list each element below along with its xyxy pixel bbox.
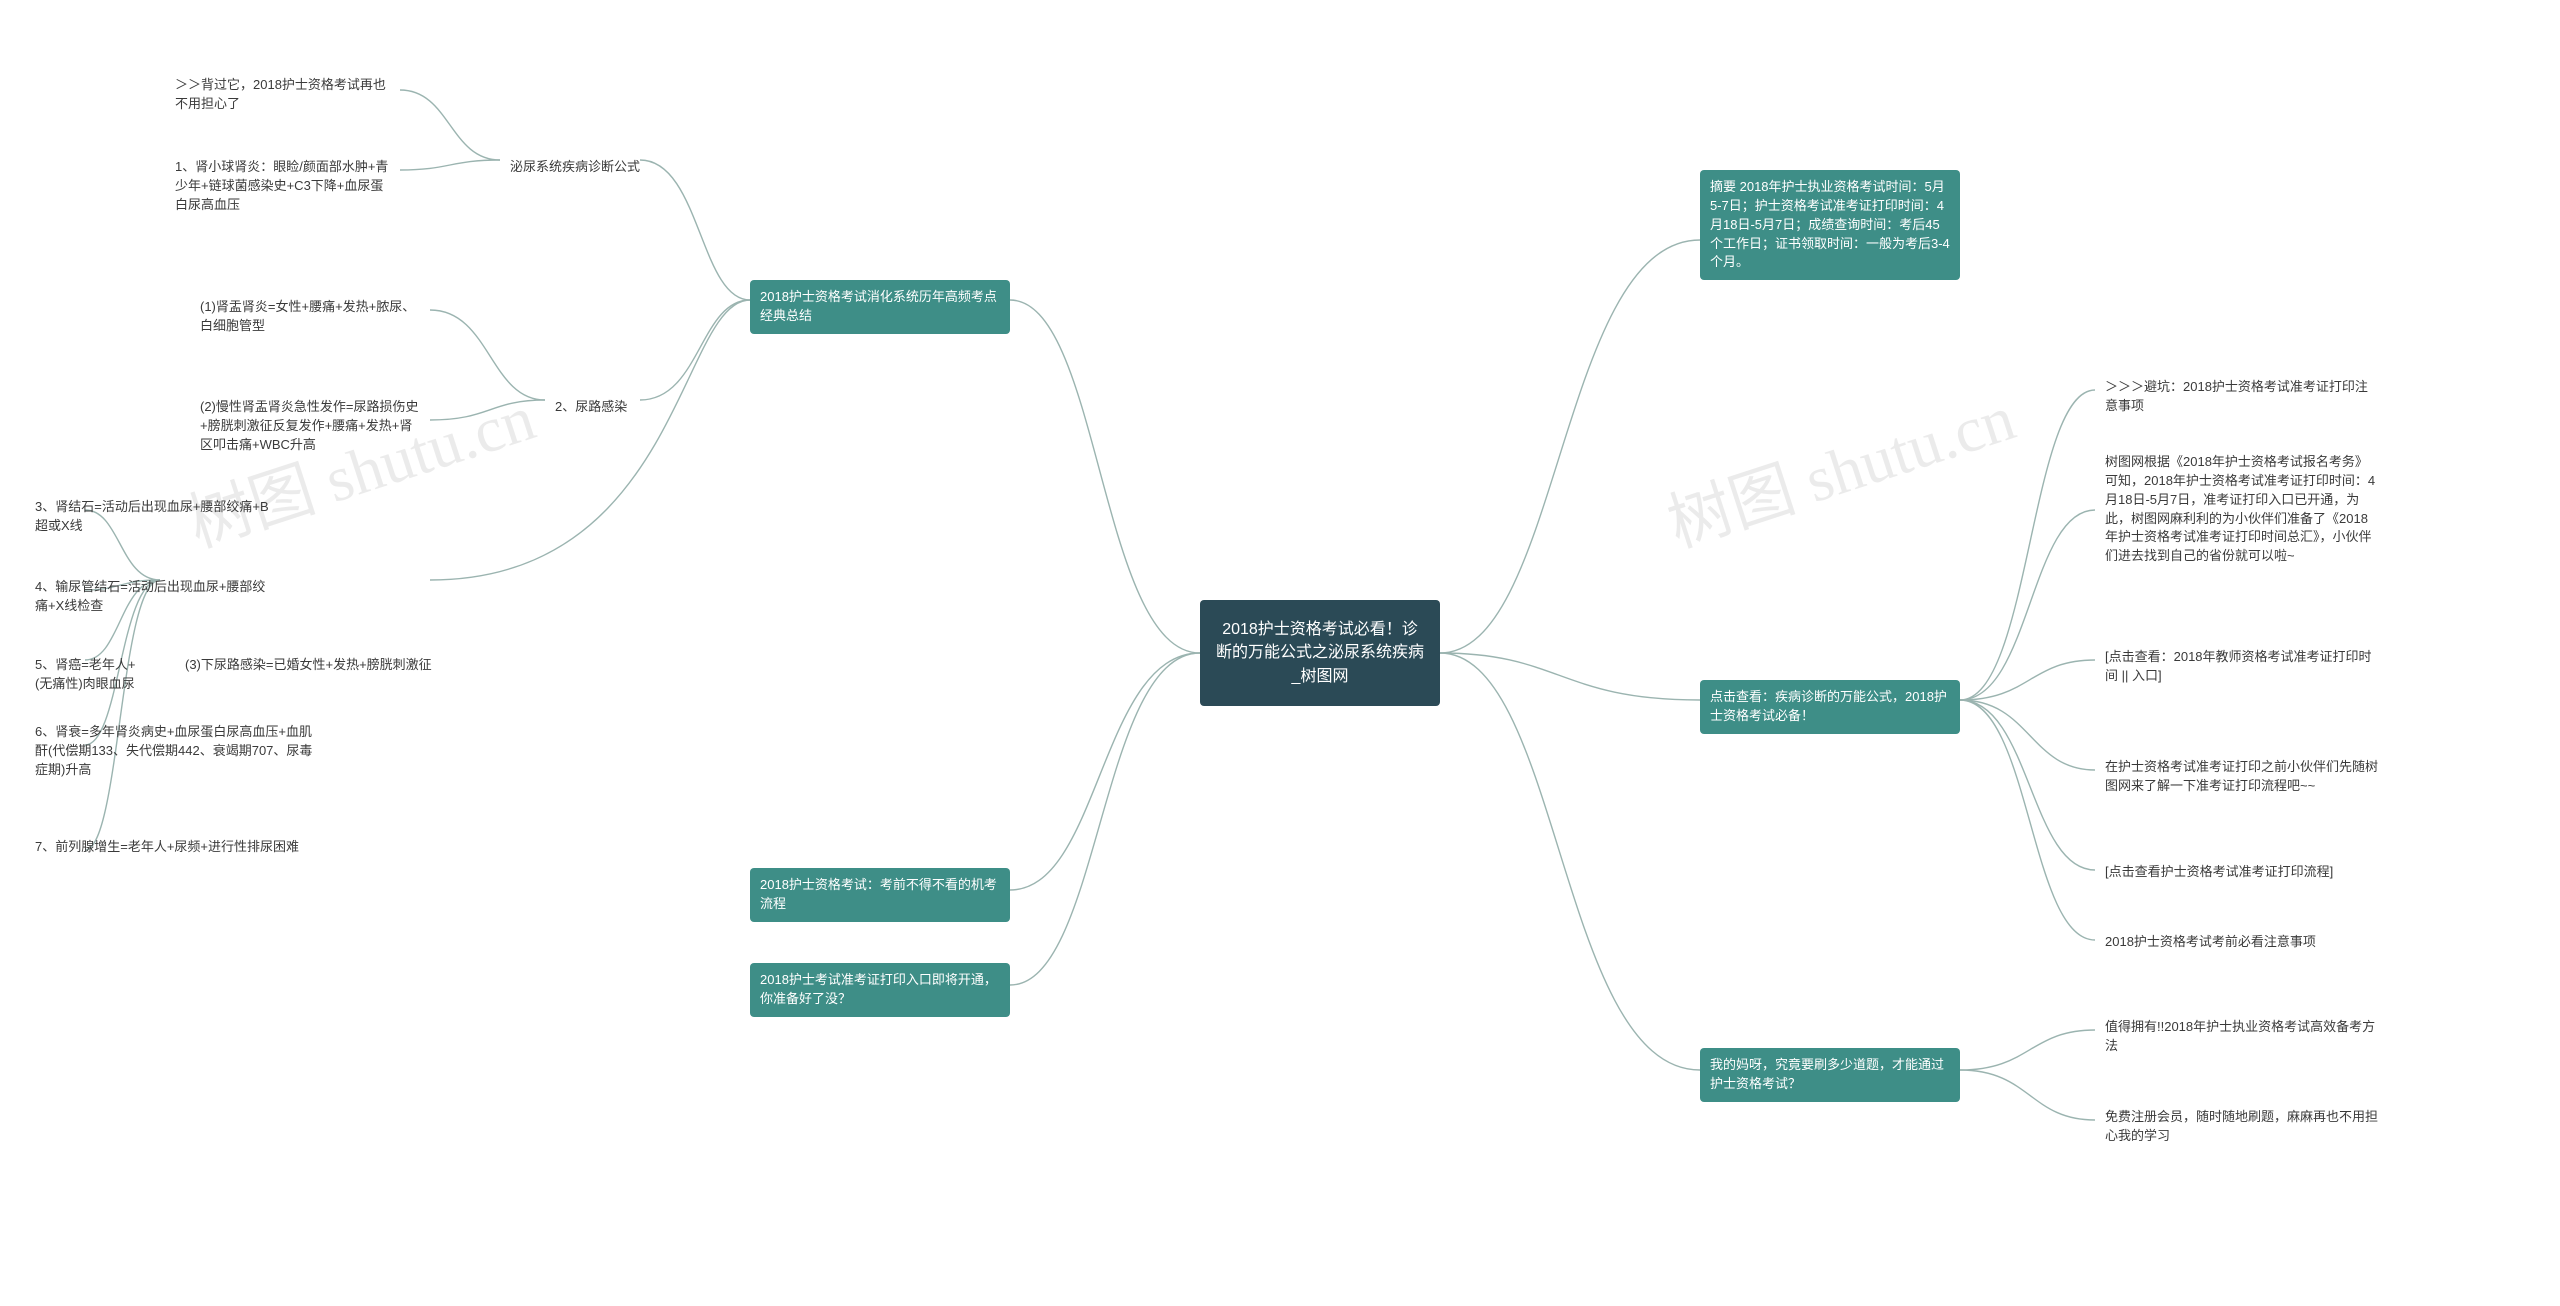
right-leaf: 值得拥有!!2018年护士执业资格考试高效备考方法 xyxy=(2095,1010,2390,1064)
right-leaf: 2018护士资格考试考前必看注意事项 xyxy=(2095,925,2390,960)
left-leaf: 6、肾衰=多年肾炎病史+血尿蛋白尿高血压+血肌酐(代偿期133、失代偿期442、… xyxy=(25,715,325,788)
left-branch-digestive: 2018护士资格考试消化系统历年高频考点经典总结 xyxy=(750,280,1010,334)
right-leaf: [点击查看：2018年教师资格考试准考证打印时间 || 入口] xyxy=(2095,640,2390,694)
left-branch-exam-flow: 2018护士资格考试：考前不得不看的机考流程 xyxy=(750,868,1010,922)
left-sub-lower-urinary: (3)下尿路感染=已婚女性+发热+膀胱刺激征 xyxy=(175,648,445,683)
right-branch-summary: 摘要 2018年护士执业资格考试时间：5月5-7日；护士资格考试准考证打印时间：… xyxy=(1700,170,1960,280)
left-sub-urinary-infection: 2、尿路感染 xyxy=(545,390,645,425)
right-leaf: [点击查看护士资格考试准考证打印流程] xyxy=(2095,855,2390,890)
left-leaf: 4、输尿管结石=活动后出现血尿+腰部绞痛+X线检查 xyxy=(25,570,285,624)
left-sub-diagnosis: 泌尿系统疾病诊断公式 xyxy=(500,150,660,185)
left-leaf: (1)肾盂肾炎=女性+腰痛+发热+脓尿、白细胞管型 xyxy=(190,290,430,344)
right-branch-formula: 点击查看：疾病诊断的万能公式，2018护士资格考试必备！ xyxy=(1700,680,1960,734)
left-leaf: ＞＞背过它，2018护士资格考试再也不用担心了 xyxy=(165,68,405,122)
watermark: 树图 shutu.cn xyxy=(1655,367,2025,565)
right-leaf: 树图网根据《2018年护士资格考试报名考务》可知，2018年护士资格考试准考证打… xyxy=(2095,445,2390,574)
left-leaf: 3、肾结石=活动后出现血尿+腰部绞痛+B超或X线 xyxy=(25,490,285,544)
right-leaf: 免费注册会员，随时随地刷题，麻麻再也不用担心我的学习 xyxy=(2095,1100,2390,1154)
left-leaf: 5、肾癌=老年人+(无痛性)肉眼血尿 xyxy=(25,648,155,702)
right-leaf: 在护士资格考试准考证打印之前小伙伴们先随树图网来了解一下准考证打印流程吧~~ xyxy=(2095,750,2390,804)
root-node: 2018护士资格考试必看！诊断的万能公式之泌尿系统疾病_树图网 xyxy=(1200,600,1440,706)
right-leaf: ＞＞＞避坑：2018护士资格考试准考证打印注意事项 xyxy=(2095,370,2390,424)
left-leaf: (2)慢性肾盂肾炎急性发作=尿路损伤史+膀胱刺激征反复发作+腰痛+发热+肾区叩击… xyxy=(190,390,430,463)
left-branch-print: 2018护士考试准考证打印入口即将开通，你准备好了没？ xyxy=(750,963,1010,1017)
left-leaf: 7、前列腺增生=老年人+尿频+进行性排尿困难 xyxy=(25,830,325,865)
right-branch-questions: 我的妈呀，究竟要刷多少道题，才能通过护士资格考试？ xyxy=(1700,1048,1960,1102)
left-leaf: 1、肾小球肾炎：眼睑/颜面部水肿+青少年+链球菌感染史+C3下降+血尿蛋白尿高血… xyxy=(165,150,405,223)
